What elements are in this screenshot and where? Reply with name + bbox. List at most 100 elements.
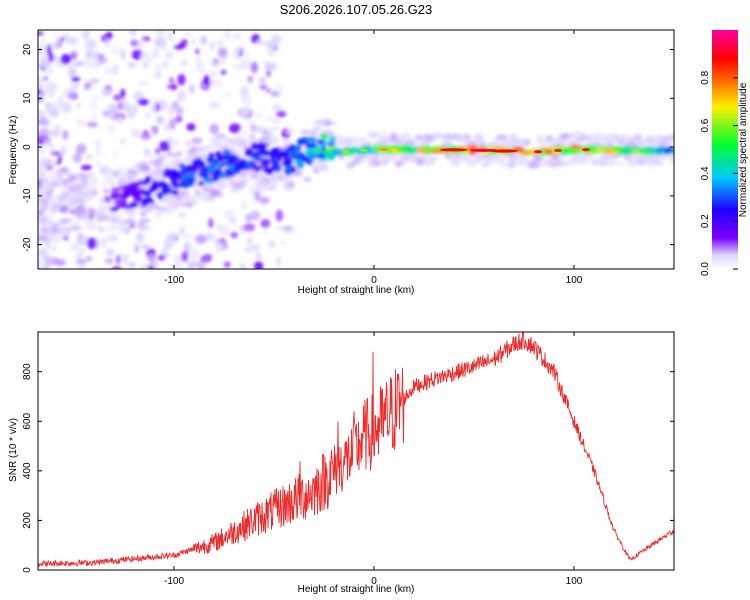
spectrogram-halo-blob bbox=[72, 186, 84, 193]
spectrogram-noise-blob bbox=[211, 79, 224, 87]
spectrogram-ridge-blob bbox=[329, 135, 337, 143]
spectrogram-noise-blob bbox=[130, 128, 142, 138]
spectrogram-halo-blob bbox=[357, 155, 365, 163]
spectrogram-halo-blob bbox=[256, 178, 266, 184]
spectrogram-halo-blob bbox=[40, 216, 49, 224]
spectrogram-noise-blob bbox=[123, 100, 128, 110]
spectrogram-noise-blob bbox=[274, 85, 285, 94]
spectrogram-noise-blob bbox=[55, 123, 61, 134]
spectrogram-noise-blob bbox=[44, 255, 53, 268]
spectrogram-halo-blob bbox=[615, 161, 626, 166]
spectrogram-frame bbox=[37, 29, 675, 270]
spectrogram-noise-blob bbox=[181, 38, 188, 46]
spectrogram-heatmap bbox=[38, 30, 674, 269]
spectrogram-noise-blob bbox=[240, 58, 252, 69]
snr-frame bbox=[37, 331, 675, 571]
spectrogram-ridge-blob bbox=[198, 160, 206, 168]
spectrogram-noise-blob bbox=[191, 250, 200, 258]
spectrogram-noise-blob bbox=[200, 35, 207, 45]
spectrogram-halo-blob bbox=[49, 206, 59, 214]
spectrogram-halo-blob bbox=[200, 145, 213, 153]
colorbar-gradient bbox=[712, 30, 738, 269]
spectrogram-noise-blob bbox=[177, 211, 187, 219]
spectrogram-halo-blob bbox=[147, 201, 158, 210]
spectrogram-noise-blob bbox=[38, 247, 49, 259]
spectrogram-noise-blob bbox=[190, 39, 197, 44]
spectrogram-halo-blob bbox=[105, 176, 113, 182]
spectrogram-halo-blob bbox=[167, 152, 180, 158]
spectrogram-noise-blob bbox=[140, 243, 151, 250]
spectrogram-noise-blob bbox=[233, 47, 242, 56]
spectrogram-ridge-blob bbox=[639, 150, 647, 155]
spectrogram-halo-blob bbox=[465, 140, 478, 146]
spectrogram-halo-blob bbox=[412, 138, 423, 147]
colorbar-tick-label: 0.4 bbox=[700, 166, 711, 180]
spectrogram-noise-blob bbox=[54, 35, 61, 44]
spectrogram-ridge-blob bbox=[111, 187, 120, 195]
spectrogram-noise-blob bbox=[153, 125, 159, 135]
spectrogram-halo-blob bbox=[107, 224, 118, 232]
spectrogram-noise-blob bbox=[271, 118, 282, 125]
spectrogram-noise-blob bbox=[57, 95, 64, 107]
spectrogram-halo-blob bbox=[61, 208, 70, 213]
spectrogram-noise-blob bbox=[49, 143, 55, 154]
spectrogram-halo-blob bbox=[89, 209, 98, 216]
spectrogram-noise-blob bbox=[134, 243, 139, 254]
spectrogram-ridge-blob bbox=[405, 149, 418, 154]
colorbar-tick-label: 0.6 bbox=[700, 118, 711, 132]
spectrogram-ridge-blob bbox=[250, 144, 260, 150]
spectrogram-halo-blob bbox=[124, 218, 136, 225]
spectrogram-ridge-blob bbox=[270, 147, 277, 156]
spectrogram-noise-blob bbox=[268, 240, 275, 247]
spectrogram-xtick-label: 0 bbox=[371, 275, 377, 286]
spectrogram-ytick-label: -10 bbox=[22, 188, 33, 203]
spectrogram-noise-blob bbox=[45, 105, 52, 112]
spectrogram-halo-blob bbox=[466, 160, 475, 167]
spectrogram-ridge-blob bbox=[370, 146, 381, 151]
spectrogram-halo-blob bbox=[219, 136, 232, 143]
colorbar-ticks: 0.0 0.2 0.4 0.6 0.8 bbox=[700, 70, 738, 276]
spectrogram-noise-blob bbox=[258, 196, 270, 205]
spectrogram-noise-blob bbox=[209, 123, 220, 135]
spectrogram-ridge-blob bbox=[612, 145, 623, 152]
spectrogram-halo-blob bbox=[249, 124, 257, 133]
spectrogram-halo-blob bbox=[271, 176, 280, 183]
spectrogram-noise-blob bbox=[266, 88, 271, 93]
spectrogram-noise-blob bbox=[113, 94, 122, 101]
spectrogram-halo-blob bbox=[454, 157, 462, 164]
spectrogram-halo-blob bbox=[68, 173, 78, 181]
spectrogram-noise-blob bbox=[167, 32, 174, 42]
spectrogram-halo-blob bbox=[423, 160, 436, 167]
spectrogram-halo-blob bbox=[198, 193, 207, 202]
spectrogram-halo-blob bbox=[229, 177, 236, 183]
spectrogram-noise-blob bbox=[95, 138, 102, 149]
spectrogram-halo-blob bbox=[616, 139, 625, 145]
spectrogram-halo-blob bbox=[38, 235, 48, 241]
spectrogram-halo-blob bbox=[139, 218, 151, 224]
spectrogram-noise-blob bbox=[255, 40, 266, 46]
spectrogram-halo-blob bbox=[180, 190, 190, 198]
spectrogram-peak-blob bbox=[360, 148, 368, 152]
spectrogram-ridge-blob bbox=[181, 172, 190, 181]
spectrogram-ridge-blob bbox=[254, 165, 261, 173]
spectrogram-peak-blob bbox=[554, 148, 562, 153]
spectrogram-noise-blob bbox=[186, 263, 195, 269]
spectrogram-halo-blob bbox=[233, 185, 243, 190]
spectrogram-halo-blob bbox=[394, 160, 403, 168]
spectrogram-noise-blob bbox=[186, 123, 196, 131]
spectrogram-noise-blob bbox=[182, 233, 194, 240]
spectrogram-ridge-blob bbox=[206, 159, 214, 164]
spectrogram-halo-blob bbox=[588, 155, 597, 162]
spectrogram-ridge-blob bbox=[281, 152, 290, 158]
spectrogram-ytick-label: 10 bbox=[22, 92, 33, 104]
spectrogram-noise-blob bbox=[77, 248, 87, 253]
spectrogram-noise-blob bbox=[161, 60, 170, 70]
spectrogram-noise-blob bbox=[175, 115, 183, 123]
spectrogram-noise-blob bbox=[100, 88, 112, 97]
spectrogram-noise-blob bbox=[161, 247, 168, 254]
spectrogram-halo-blob bbox=[139, 168, 150, 176]
spectrogram-ridge-blob bbox=[270, 166, 277, 173]
spectrogram-noise-blob bbox=[154, 37, 167, 48]
spectrogram-halo-blob bbox=[163, 161, 173, 170]
figure-title: S206.2026.107.05.26.G23 bbox=[280, 2, 433, 17]
